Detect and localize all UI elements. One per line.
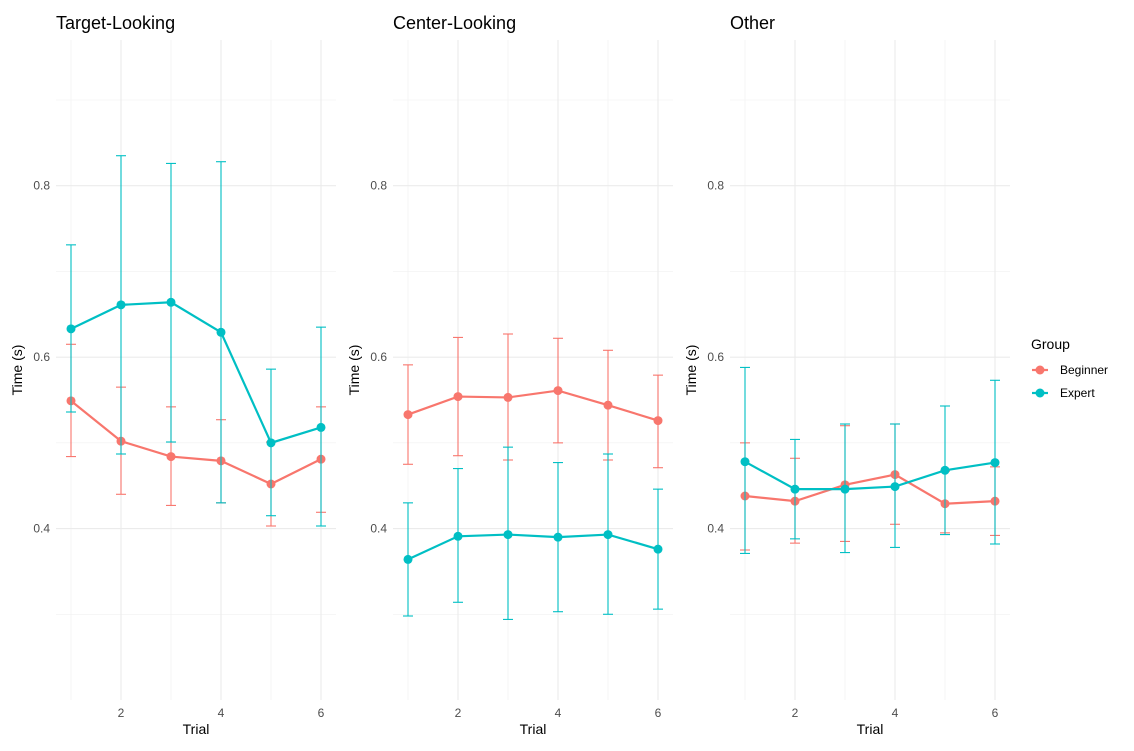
- series-line-beginner: [70, 400, 322, 486]
- series-line-beginner: [407, 389, 659, 422]
- data-point-expert: [403, 554, 413, 564]
- data-point-expert: [116, 300, 126, 310]
- y-tick-label: 0.6: [707, 350, 724, 364]
- data-point-expert: [166, 297, 176, 307]
- panel-2: Center-Looking 0.4 0.6 0.8 2 4 6 Trial Time (s): [346, 13, 673, 737]
- data-point-expert: [553, 532, 563, 542]
- series-beginner: [403, 333, 663, 469]
- data-point-expert: [940, 465, 950, 475]
- legend-title: Group: [1031, 336, 1070, 352]
- data-point-expert: [66, 324, 76, 334]
- panel-1: Target-Looking 0.4 0.6 0.8 2 4 6 Trial Time (s): [9, 13, 336, 737]
- panel-3: Other 0.4 0.6 0.8 2 4 6 Trial Time (s): [683, 13, 1010, 737]
- data-point-expert: [990, 458, 1000, 468]
- x-axis-title: Trial: [183, 721, 210, 737]
- x-tick-label: 6: [318, 706, 325, 720]
- data-point-expert: [266, 438, 276, 448]
- series-expert: [403, 446, 663, 620]
- x-tick-label: 6: [992, 706, 999, 720]
- series-beginner: [66, 343, 326, 527]
- panel-title: Center-Looking: [393, 13, 516, 33]
- data-point-beginner: [166, 452, 176, 462]
- data-point-expert: [840, 484, 850, 494]
- panel-title: Target-Looking: [56, 13, 175, 33]
- y-tick-label: 0.6: [370, 350, 387, 364]
- legend-key-point-beginner: [1035, 365, 1045, 375]
- x-tick-label: 2: [118, 706, 125, 720]
- series-line-expert: [744, 460, 996, 491]
- y-tick-label: 0.4: [707, 522, 724, 536]
- data-point-expert: [603, 530, 613, 540]
- x-tick-label: 2: [455, 706, 462, 720]
- data-point-expert: [740, 457, 750, 467]
- x-tick-label: 2: [792, 706, 799, 720]
- data-point-expert: [216, 327, 226, 337]
- x-tick-label: 4: [555, 706, 562, 720]
- data-point-expert: [503, 530, 513, 540]
- data-point-expert: [453, 531, 463, 541]
- legend-entry-beginner: Beginner: [1032, 363, 1108, 377]
- data-point-beginner: [503, 392, 513, 402]
- y-tick-label: 0.4: [33, 522, 50, 536]
- series-expert: [66, 155, 326, 527]
- legend-label-expert: Expert: [1060, 386, 1095, 400]
- x-tick-label: 4: [892, 706, 899, 720]
- panel-title: Other: [730, 13, 775, 33]
- legend: Group Beginner Expert: [1031, 336, 1108, 400]
- y-axis-title: Time (s): [9, 345, 25, 396]
- x-axis-title: Trial: [857, 721, 884, 737]
- y-tick-label: 0.8: [33, 179, 50, 193]
- data-point-beginner: [603, 400, 613, 410]
- y-tick-label: 0.8: [707, 179, 724, 193]
- data-point-beginner: [653, 416, 663, 426]
- series-expert: [740, 366, 1000, 554]
- x-axis-title: Trial: [520, 721, 547, 737]
- data-point-beginner: [403, 410, 413, 420]
- legend-entry-expert: Expert: [1032, 386, 1095, 400]
- x-tick-label: 6: [655, 706, 662, 720]
- data-point-expert: [790, 484, 800, 494]
- data-point-expert: [653, 544, 663, 554]
- y-axis-title: Time (s): [346, 345, 362, 396]
- data-point-expert: [890, 482, 900, 492]
- y-tick-label: 0.6: [33, 350, 50, 364]
- data-point-beginner: [453, 392, 463, 402]
- y-tick-label: 0.4: [370, 522, 387, 536]
- data-point-expert: [316, 422, 326, 432]
- legend-key-point-expert: [1035, 388, 1045, 398]
- series-line-expert: [70, 301, 322, 445]
- y-axis-title: Time (s): [683, 345, 699, 396]
- y-tick-label: 0.8: [370, 179, 387, 193]
- x-tick-label: 4: [218, 706, 225, 720]
- series-line-beginner: [744, 473, 996, 505]
- data-point-beginner: [553, 386, 563, 396]
- series-line-expert: [407, 533, 659, 561]
- legend-label-beginner: Beginner: [1060, 363, 1108, 377]
